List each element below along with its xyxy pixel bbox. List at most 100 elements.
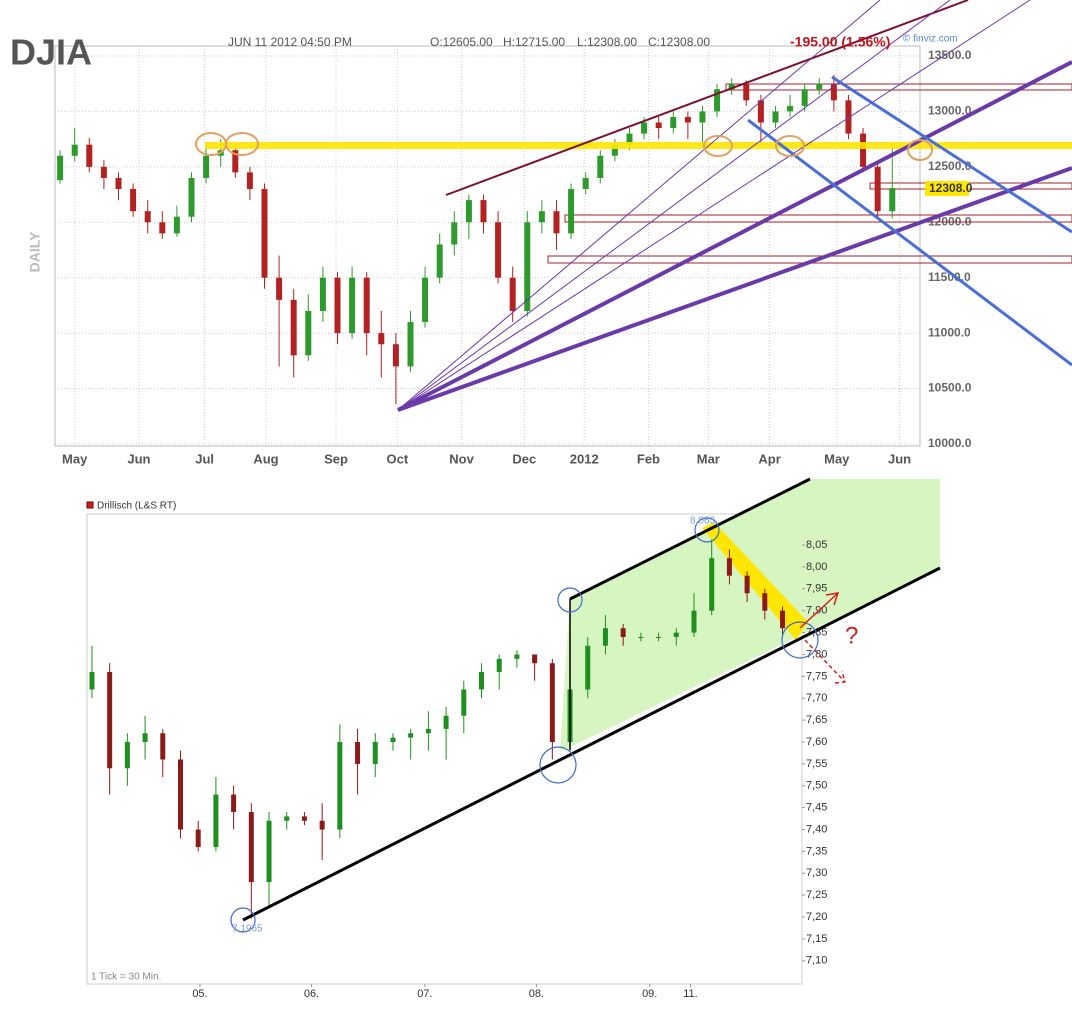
candle-body [266, 820, 272, 883]
y-tick-label: 7,60 [806, 736, 827, 748]
candle-body [231, 794, 237, 813]
candle-body [159, 222, 166, 234]
candle-body [874, 166, 881, 212]
channel-line [242, 566, 941, 922]
candle-body [100, 166, 107, 178]
candle-body [425, 728, 431, 734]
ohlc-label: C:12308.00 [648, 35, 710, 49]
arrows [799, 592, 846, 684]
candle-body [130, 189, 137, 212]
highlight [539, 746, 577, 784]
y-tick-label: 7,30 [806, 867, 827, 879]
channel-line [831, 75, 1072, 234]
y-axis-label: DAILY [27, 231, 43, 272]
candle-body [363, 277, 370, 334]
highlight [775, 135, 805, 157]
candle-body [290, 299, 297, 356]
y-tick-label: 7,55 [806, 758, 827, 770]
fan-line [397, 166, 1072, 412]
x-tick-label: Jun [127, 451, 150, 466]
y-tick-label: 7,80 [806, 648, 827, 660]
candle-body [655, 122, 662, 129]
arrow-up [799, 592, 840, 629]
candle-body [144, 211, 151, 223]
candle-body [248, 812, 254, 883]
y-tick-label: 13000.0 [928, 104, 972, 118]
candle-body [71, 144, 78, 156]
candle-body [349, 277, 356, 334]
highlight [781, 621, 819, 659]
candle-body [860, 133, 867, 167]
fan-line [397, 0, 951, 411]
candle-body [670, 116, 677, 129]
support-zone [564, 214, 1072, 223]
arrow-down [804, 639, 846, 684]
y-tick-label: 12000.0 [928, 214, 972, 228]
candle-body [709, 558, 715, 611]
highlight [703, 135, 733, 157]
candle-body [509, 277, 516, 311]
ohlc-label: O:12605.00 [430, 35, 493, 49]
candle-body [177, 759, 183, 830]
low-label: 7,1965 [232, 924, 263, 935]
date: JUN 11 2012 04:50 PM [228, 35, 352, 49]
candle-body [305, 310, 312, 356]
fan-lines [397, 0, 1072, 412]
candle-body [407, 322, 414, 367]
candle-body [743, 83, 750, 101]
channel-line [747, 118, 1072, 367]
candle-body [378, 333, 385, 345]
candle-body [532, 654, 538, 664]
y-tick-label: 7,15 [806, 933, 827, 945]
x-tick-label: 08. [529, 988, 544, 1000]
candle-body [337, 741, 343, 830]
ohlc-label: H:12715.00 [503, 35, 565, 49]
candle-body [496, 658, 502, 672]
y-tick-label: 7,65 [806, 714, 827, 726]
y-tick-label: 10000.0 [928, 436, 972, 450]
annotation: ? [845, 622, 858, 649]
candle-body [355, 741, 361, 764]
candle-body [684, 116, 691, 123]
x-tick-label: Aug [253, 451, 278, 466]
candle-body [479, 671, 485, 690]
ohlc-label: L:12308.00 [577, 35, 637, 49]
candle-body [319, 820, 325, 830]
x-tick-label: Jul [195, 451, 214, 466]
x-tick-label: 11. [683, 988, 697, 1000]
candle-body [115, 177, 122, 190]
candle-body [195, 829, 201, 848]
candle-body [160, 733, 166, 760]
channel-line [569, 477, 811, 601]
candle-body [451, 222, 458, 245]
chart-title: DJIA [10, 32, 92, 73]
x-tick-label: Sep [324, 451, 348, 466]
candle-body [889, 188, 896, 212]
resistance-band [205, 142, 1072, 149]
y-tick-label: 7,20 [806, 911, 827, 923]
candle-body [86, 144, 93, 167]
y-tick-label: 12500.0 [928, 159, 972, 173]
candle-body [656, 636, 662, 638]
candle-body [188, 177, 195, 217]
x-tick-label: 2012 [570, 451, 599, 466]
candle-body [284, 816, 290, 821]
fan-line [397, 60, 1072, 412]
y-tick-label: 7,35 [806, 845, 827, 857]
fan-line [397, 0, 1031, 411]
candle-body [626, 133, 633, 145]
candle-body [124, 741, 130, 769]
candle-body [549, 663, 555, 742]
candle-body [408, 733, 414, 738]
source: © finviz.com [903, 34, 958, 45]
x-tick-label: Dec [512, 451, 536, 466]
candle-body [57, 155, 64, 181]
candle-body [319, 277, 326, 311]
y-tick-label: 11000.0 [928, 325, 971, 339]
last-price: 12308.0 [929, 181, 973, 195]
highlight [694, 517, 720, 543]
trend-line [445, 0, 969, 196]
candle-body [390, 737, 396, 742]
candle-body [553, 211, 560, 234]
